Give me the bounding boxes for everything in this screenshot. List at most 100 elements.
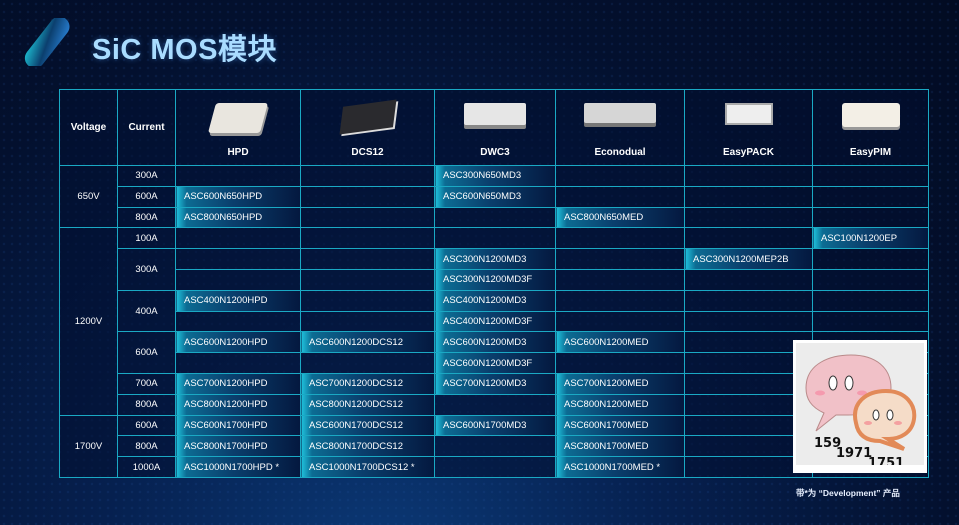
header-package: EasyPIM [812, 89, 929, 166]
package-image [301, 99, 434, 137]
product-cell[interactable]: ASC600N1200MD3F [434, 352, 556, 374]
empty-cell [684, 310, 813, 333]
empty-cell [300, 268, 435, 291]
product-cell[interactable]: ASC400N1200HPD [175, 289, 301, 312]
empty-cell [812, 310, 929, 333]
empty-cell [684, 352, 813, 374]
product-cell[interactable]: ASC600N1700MD3 [434, 414, 556, 437]
current-cell: 400A [117, 289, 176, 333]
empty-cell [555, 268, 685, 291]
empty-cell [555, 248, 685, 270]
empty-cell [684, 185, 813, 208]
empty-cell [300, 248, 435, 270]
package-name: EasyPACK [723, 147, 774, 158]
current-cell: 700A [117, 372, 176, 395]
product-cell[interactable]: ASC1000N1700HPD * [175, 456, 301, 478]
empty-cell [300, 206, 435, 229]
table-row: 300A ASC300N1200MD3 ASC300N1200MEP2B [60, 248, 929, 291]
product-cell[interactable]: ASC600N1700HPD [175, 414, 301, 437]
product-cell[interactable]: ASC700N1200DCS12 [300, 372, 435, 395]
table-row: 600A ASC600N1200HPD ASC600N1200DCS12 ASC600… [60, 331, 929, 374]
table-row: 1700V 600A ASC600N1700HPD ASC600N1700DCS12 A… [59, 414, 929, 478]
table-row: ASC300N1200MD3F [60, 268, 929, 291]
logo-icon [24, 18, 70, 66]
package-image [685, 103, 812, 137]
package-name: Econodual [594, 147, 646, 158]
product-cell[interactable]: ASC600N1700DCS12 [300, 414, 435, 437]
product-cell[interactable]: ASC800N1700MED [555, 435, 685, 458]
footnote: 带*为 “Development” 产品 [796, 488, 900, 498]
package-image [176, 103, 300, 137]
current-cell: 300A [117, 248, 176, 291]
product-cell[interactable]: ASC300N1200MEP2B [684, 248, 813, 270]
product-cell[interactable]: ASC700N1200MED [555, 372, 685, 395]
product-cell[interactable]: ASC700N1200MD3 [434, 372, 556, 395]
empty-cell [434, 206, 556, 229]
current-cell: 1000A [117, 456, 176, 478]
product-cell[interactable]: ASC300N1200MD3F [434, 268, 556, 291]
current-cell: 600A [117, 331, 176, 374]
voltage-cell: 650V [59, 164, 118, 229]
package-image [813, 103, 928, 137]
product-cell[interactable]: ASC600N1200MD3 [434, 331, 556, 354]
product-cell[interactable]: ASC800N1700DCS12 [300, 435, 435, 458]
voltage-cell: 1200V [59, 227, 118, 416]
header-package: Econodual [555, 89, 685, 166]
current-cell: 600A [117, 414, 176, 437]
empty-cell [812, 268, 929, 291]
empty-cell [812, 185, 929, 208]
empty-cell [684, 372, 813, 395]
current-cell: 300A [117, 165, 176, 187]
empty-cell [434, 227, 556, 250]
current-cell: 600A [117, 185, 176, 208]
product-cell[interactable]: ASC700N1200HPD [175, 372, 301, 395]
product-cell[interactable]: ASC1000N1700DCS12 * [300, 456, 435, 478]
empty-cell [434, 393, 556, 416]
empty-cell [434, 456, 556, 478]
empty-cell [434, 435, 556, 458]
product-cell[interactable]: ASC600N1700MED [555, 414, 685, 437]
empty-cell [555, 310, 685, 333]
package-image [556, 103, 684, 137]
product-cell[interactable]: ASC100N1200EP [812, 227, 929, 250]
empty-cell [812, 165, 929, 187]
header-package: HPD [175, 89, 301, 166]
product-cell[interactable]: ASC600N650MD3 [434, 185, 556, 208]
empty-cell [684, 165, 813, 187]
empty-cell [175, 268, 301, 291]
product-cell[interactable]: ASC600N1200DCS12 [300, 331, 435, 354]
product-cell[interactable]: ASC600N1200HPD [175, 331, 301, 354]
header-package: EasyPACK [684, 89, 813, 166]
table-row: 650V 300A ASC300N650MD3 [59, 164, 929, 229]
table-row: 1000A ASC1000N1700HPD * ASC1000N1700DCS12 … [60, 456, 929, 478]
table-row: ASC400N1200MD3F [60, 310, 929, 333]
product-cell[interactable]: ASC600N650HPD [175, 185, 301, 208]
empty-cell [300, 352, 435, 374]
product-cell[interactable]: ASC800N650MED [555, 206, 685, 229]
empty-cell [300, 227, 435, 250]
empty-cell [175, 352, 301, 374]
product-cell[interactable]: ASC300N650MD3 [434, 165, 556, 187]
empty-cell [812, 206, 929, 229]
product-cell[interactable]: ASC800N650HPD [175, 206, 301, 229]
page-title: SiC MOS模块 [92, 34, 277, 66]
product-cell[interactable]: ASC800N1200MED [555, 393, 685, 416]
empty-cell [684, 268, 813, 291]
product-cell[interactable]: ASC400N1200MD3 [434, 289, 556, 312]
product-cell[interactable]: ASC600N1200MED [555, 331, 685, 354]
sticker-number: 159 [814, 436, 841, 451]
product-cell[interactable]: ASC800N1200HPD [175, 393, 301, 416]
product-cell[interactable]: ASC400N1200MD3F [434, 310, 556, 333]
empty-cell [555, 289, 685, 312]
sticker-number: 1751 [868, 456, 904, 465]
product-cell[interactable]: ASC800N1200DCS12 [300, 393, 435, 416]
empty-cell [684, 289, 813, 312]
table-row: 800A ASC800N650HPD ASC800N650MED [60, 206, 929, 229]
header-package: DWC3 [434, 89, 556, 166]
header-package: DCS12 [300, 89, 435, 166]
product-cell[interactable]: ASC1000N1700MED * [555, 456, 685, 478]
empty-cell [812, 248, 929, 270]
empty-cell [684, 227, 813, 250]
product-cell[interactable]: ASC800N1700HPD [175, 435, 301, 458]
product-cell[interactable]: ASC300N1200MD3 [434, 248, 556, 270]
